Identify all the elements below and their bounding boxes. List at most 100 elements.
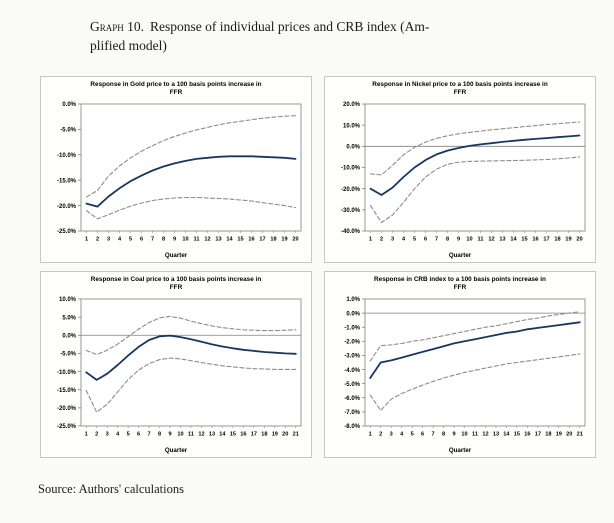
svg-text:19: 19 bbox=[272, 432, 278, 438]
svg-text:10: 10 bbox=[182, 237, 188, 243]
svg-text:16: 16 bbox=[532, 237, 538, 243]
svg-text:-20.0%: -20.0% bbox=[57, 406, 77, 412]
svg-text:1: 1 bbox=[85, 237, 88, 243]
svg-text:-2.0%: -2.0% bbox=[344, 340, 360, 346]
svg-text:-6.0%: -6.0% bbox=[344, 396, 360, 402]
chart-crb-title-line1: Response in CRB index to a 100 basis poi… bbox=[374, 276, 546, 283]
svg-text:20: 20 bbox=[566, 432, 572, 438]
svg-text:11: 11 bbox=[478, 237, 484, 243]
svg-text:13: 13 bbox=[209, 432, 215, 438]
svg-text:8: 8 bbox=[446, 237, 449, 243]
svg-text:4: 4 bbox=[400, 432, 404, 438]
svg-text:10.0%: 10.0% bbox=[343, 123, 361, 129]
svg-text:3: 3 bbox=[391, 237, 394, 243]
chart-crb-plot: 1.0% 0.0% -1.0% -2.0% -3.0% -4.0% -5.0% -6.0% -7… bbox=[327, 294, 593, 446]
chart-coal-title: Response in Coal price to a 100 basis po… bbox=[43, 276, 309, 292]
svg-text:-5.0%: -5.0% bbox=[344, 382, 360, 388]
svg-text:10: 10 bbox=[461, 432, 467, 438]
caption-text-line2: plified model) bbox=[90, 37, 167, 53]
svg-text:4: 4 bbox=[402, 237, 406, 243]
svg-text:6: 6 bbox=[424, 237, 427, 243]
source-note: Source: Authors' calculations bbox=[38, 482, 184, 496]
svg-text:17: 17 bbox=[251, 432, 257, 438]
chart-coal-panel: Response in Coal price to a 100 basis po… bbox=[40, 271, 312, 458]
svg-text:15: 15 bbox=[521, 237, 527, 243]
svg-text:16: 16 bbox=[248, 237, 254, 243]
svg-text:11: 11 bbox=[188, 432, 194, 438]
chart-coal-plot: 10.0% 5.0% 0.0% -5.0% -10.0% -15.0% -20.0% -25.… bbox=[43, 294, 309, 446]
svg-text:-3.0%: -3.0% bbox=[344, 354, 360, 360]
svg-text:11: 11 bbox=[472, 432, 478, 438]
svg-text:-5.0%: -5.0% bbox=[60, 352, 76, 358]
svg-text:5.0%: 5.0% bbox=[62, 315, 76, 321]
svg-text:9: 9 bbox=[452, 432, 455, 438]
svg-text:14: 14 bbox=[226, 237, 233, 243]
svg-text:1: 1 bbox=[85, 432, 88, 438]
svg-text:15: 15 bbox=[514, 432, 520, 438]
svg-text:4: 4 bbox=[116, 432, 120, 438]
chart-gold-title-line1: Response in Gold price to a 100 basis po… bbox=[90, 81, 262, 88]
svg-text:13: 13 bbox=[499, 237, 505, 243]
chart-crb-title: Response in CRB index to a 100 basis poi… bbox=[327, 276, 593, 292]
svg-text:9: 9 bbox=[173, 237, 176, 243]
svg-text:19: 19 bbox=[556, 432, 562, 438]
svg-text:21: 21 bbox=[293, 432, 299, 438]
svg-text:5: 5 bbox=[411, 432, 414, 438]
chart-gold-title-line2: FFR bbox=[169, 89, 183, 96]
svg-text:17: 17 bbox=[535, 432, 541, 438]
svg-text:6: 6 bbox=[137, 432, 140, 438]
chart-nickel-panel: Response in Nickel price to a 100 basis … bbox=[324, 76, 596, 263]
chart-gold-xlabel: Quarter bbox=[164, 252, 188, 259]
svg-text:14: 14 bbox=[219, 432, 226, 438]
svg-text:2: 2 bbox=[96, 237, 99, 243]
caption-graph-label: Graph 10. bbox=[90, 19, 145, 34]
svg-text:15: 15 bbox=[230, 432, 236, 438]
chart-nickel-xlabel: Quarter bbox=[448, 252, 472, 259]
svg-text:20.0%: 20.0% bbox=[343, 102, 361, 108]
svg-text:7: 7 bbox=[435, 237, 438, 243]
svg-text:4: 4 bbox=[118, 237, 122, 243]
caption-line1: Graph 10. Response of individual prices a… bbox=[90, 18, 540, 37]
svg-text:-5.0%: -5.0% bbox=[60, 128, 76, 134]
svg-text:-15.0%: -15.0% bbox=[57, 388, 77, 394]
svg-text:0.0%: 0.0% bbox=[62, 102, 76, 108]
svg-text:2: 2 bbox=[379, 432, 382, 438]
svg-text:21: 21 bbox=[577, 432, 583, 438]
svg-text:18: 18 bbox=[261, 432, 267, 438]
svg-text:10.0%: 10.0% bbox=[59, 297, 77, 303]
chart-gold-plot: 0.0% -5.0% -10.0% -15.0% -20.0% -25.0% 1 2 3 4 5 6 7… bbox=[43, 99, 309, 251]
svg-text:12: 12 bbox=[488, 237, 494, 243]
svg-text:17: 17 bbox=[543, 237, 549, 243]
svg-text:-10.0%: -10.0% bbox=[57, 153, 77, 159]
svg-text:7: 7 bbox=[151, 237, 154, 243]
chart-coal-title-line1: Response in Coal price to a 100 basis po… bbox=[90, 276, 262, 283]
svg-text:-1.0%: -1.0% bbox=[344, 325, 360, 331]
svg-text:10: 10 bbox=[466, 237, 472, 243]
svg-text:7: 7 bbox=[148, 432, 151, 438]
svg-text:20: 20 bbox=[292, 237, 298, 243]
svg-text:19: 19 bbox=[565, 237, 571, 243]
chart-crb-panel: Response in CRB index to a 100 basis poi… bbox=[324, 271, 596, 458]
svg-text:20: 20 bbox=[282, 432, 288, 438]
svg-text:5: 5 bbox=[129, 237, 132, 243]
svg-text:2: 2 bbox=[380, 237, 383, 243]
svg-text:16: 16 bbox=[240, 432, 246, 438]
svg-text:0.0%: 0.0% bbox=[62, 333, 76, 339]
svg-text:5: 5 bbox=[413, 237, 416, 243]
svg-text:15: 15 bbox=[237, 237, 243, 243]
svg-text:8: 8 bbox=[158, 432, 161, 438]
svg-text:13: 13 bbox=[215, 237, 221, 243]
svg-text:14: 14 bbox=[503, 432, 510, 438]
svg-text:5: 5 bbox=[127, 432, 130, 438]
svg-text:20: 20 bbox=[576, 237, 582, 243]
chart-crb-xlabel: Quarter bbox=[448, 447, 472, 454]
svg-text:-20.0%: -20.0% bbox=[57, 204, 77, 210]
figure-grid: Response in Gold price to a 100 basis po… bbox=[40, 76, 596, 458]
chart-coal-xlabel: Quarter bbox=[164, 447, 188, 454]
chart-gold-title: Response in Gold price to a 100 basis po… bbox=[43, 81, 309, 97]
svg-text:14: 14 bbox=[510, 237, 517, 243]
svg-text:18: 18 bbox=[554, 237, 560, 243]
svg-text:19: 19 bbox=[281, 237, 287, 243]
svg-text:-4.0%: -4.0% bbox=[344, 368, 360, 374]
